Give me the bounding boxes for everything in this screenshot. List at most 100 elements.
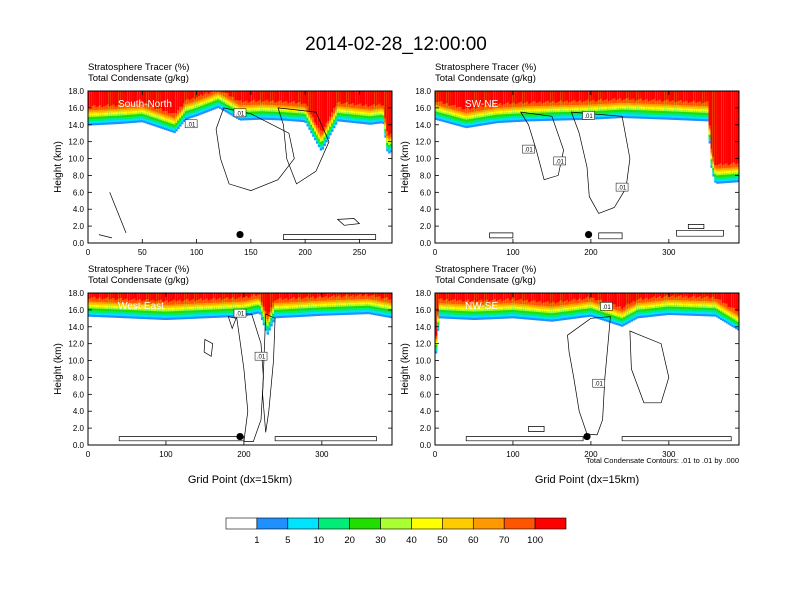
tracer-cell — [145, 91, 148, 105]
tracer-cell — [154, 91, 157, 109]
tracer-cell — [88, 91, 91, 108]
panel-west-east: Stratosphere Tracer (%)Total Condensate … — [53, 264, 393, 486]
tracer-cell — [221, 91, 224, 93]
tracer-cell — [224, 91, 228, 93]
tracer-cell — [473, 91, 476, 108]
tracer-cell — [251, 91, 254, 101]
tracer-cell — [194, 91, 197, 99]
tracer-cell — [200, 293, 203, 299]
tracer-cell — [499, 91, 502, 104]
tracer-cell — [560, 91, 563, 101]
tracer-cell — [505, 91, 508, 104]
tracer-cell — [338, 293, 342, 300]
y-tick-label: 10.0 — [68, 357, 84, 366]
contour-label-box — [254, 351, 268, 361]
tracer-cell — [238, 91, 241, 101]
tracer-cell — [357, 293, 361, 300]
tracer-cell — [666, 91, 670, 100]
tracer-cell — [373, 293, 376, 300]
tracer-cell — [268, 91, 271, 102]
tracer-cell — [133, 91, 136, 103]
tracer-cell — [196, 293, 199, 301]
tracer-cell — [190, 293, 193, 300]
tracer-cell — [179, 91, 182, 107]
tracer-cell — [262, 91, 266, 102]
tracer-cell — [493, 91, 497, 104]
tracer-cell — [306, 293, 309, 297]
tracer-cell — [380, 91, 383, 106]
tracer-cell — [228, 91, 231, 97]
tracer-cell — [203, 91, 207, 95]
tracer-cell — [295, 293, 298, 300]
contour-line — [118, 436, 245, 442]
tracer-cell — [367, 91, 370, 107]
tracer-cell — [266, 293, 269, 315]
tracer-cell — [129, 293, 133, 300]
tracer-cell — [619, 91, 622, 99]
tracer-cell — [160, 293, 163, 300]
tracer-cell — [272, 293, 275, 303]
tracer-cell — [112, 293, 115, 298]
tracer-cell — [371, 91, 374, 106]
tracer-cell — [659, 91, 662, 100]
tracer-cell — [312, 91, 315, 117]
tracer-cell — [350, 293, 353, 300]
tracer-cell — [492, 91, 495, 105]
tracer-cell — [164, 293, 167, 301]
tracer-cell — [575, 91, 578, 102]
tracer-cell — [97, 91, 100, 107]
tracer-cell — [215, 293, 218, 300]
tracer-cell — [240, 293, 243, 302]
tracer-cell — [672, 91, 675, 101]
tracer-cell — [150, 91, 153, 107]
tracer-cell — [571, 91, 575, 101]
tracer-cell — [209, 91, 212, 93]
tracer-cell — [632, 91, 635, 99]
tracer-cell — [287, 91, 290, 104]
tracer-cell — [211, 91, 214, 95]
tracer-cell — [382, 91, 385, 106]
tracer-cell — [165, 91, 169, 111]
contour-label: .01 — [187, 122, 196, 128]
contour-label-box — [615, 182, 629, 192]
location-marker — [236, 432, 244, 441]
tracer-cell — [725, 91, 728, 164]
tracer-cell — [676, 91, 679, 102]
contour-label-box — [233, 308, 247, 318]
tracer-cell — [257, 91, 260, 101]
tracer-cell — [336, 293, 340, 301]
tracer-cell — [607, 91, 611, 102]
tracer-cell — [139, 91, 142, 103]
x-tick-label: 250 — [353, 248, 367, 257]
tracer-cell — [91, 293, 95, 298]
tracer-cell — [583, 91, 586, 102]
tracer-cell — [198, 91, 201, 96]
tracer-cell — [683, 91, 687, 102]
tracer-cell — [693, 91, 696, 101]
tracer-cell — [566, 91, 569, 101]
location-marker — [236, 230, 244, 239]
tracer-cell — [291, 293, 294, 298]
tracer-cell — [183, 293, 186, 301]
tracer-cell — [316, 91, 319, 126]
tracer-cell — [716, 91, 719, 166]
tracer-cell — [503, 91, 506, 105]
location-marker — [584, 230, 593, 239]
tracer-cell — [268, 293, 271, 313]
tracer-cell — [95, 293, 98, 299]
y-tick-label: 12.0 — [68, 138, 84, 147]
y-tick-label: 0.0 — [420, 239, 432, 248]
tracer-cell — [354, 293, 357, 297]
y-tick-label: 2.0 — [73, 222, 85, 231]
contour-line — [274, 436, 377, 442]
tracer-cell — [361, 293, 364, 297]
x-tick-label: 300 — [662, 248, 676, 257]
contour-label-box — [233, 108, 247, 118]
tracer-cell — [442, 91, 445, 104]
tracer-cell — [302, 293, 305, 299]
tracer-cell — [355, 293, 359, 300]
tracer-cell — [297, 293, 300, 299]
tracer-cell — [708, 91, 711, 126]
contour-label: .01 — [584, 114, 593, 120]
tracer-cell — [450, 91, 453, 106]
